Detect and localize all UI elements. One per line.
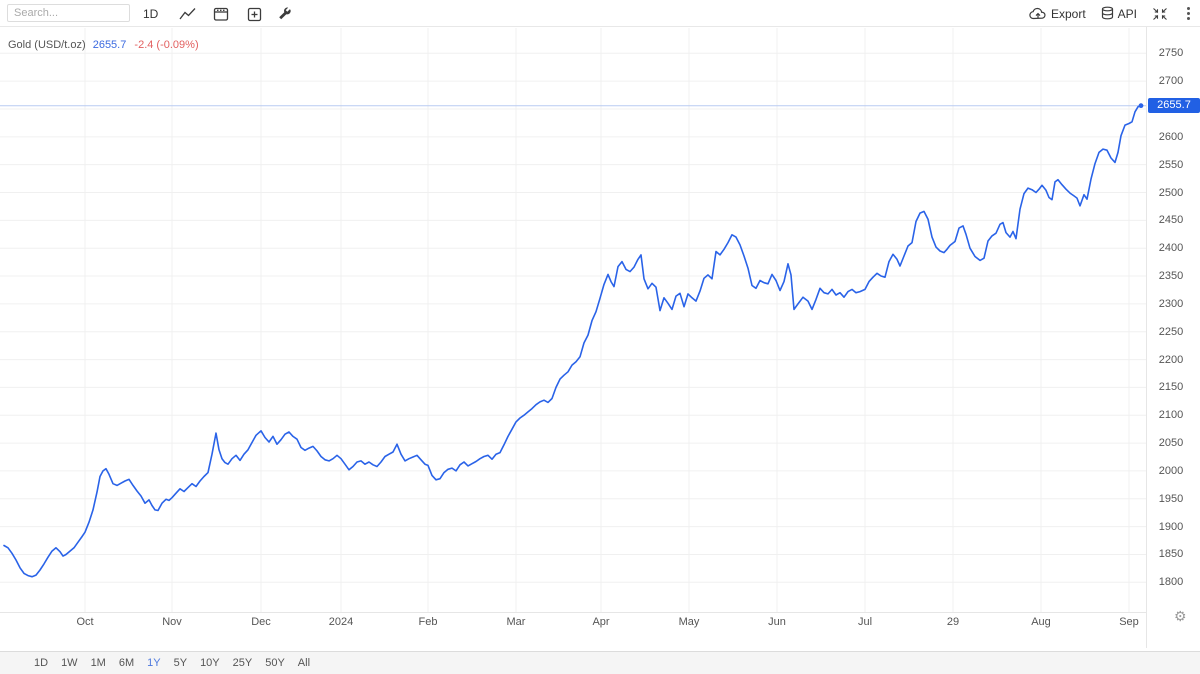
api-button[interactable]: API [1101, 6, 1137, 21]
add-indicator-icon[interactable] [245, 5, 263, 23]
y-axis-tick-label: 2350 [1158, 270, 1184, 283]
y-axis-tick-label: 1950 [1158, 492, 1184, 505]
top-toolbar: 1D [0, 0, 1200, 27]
range-option-1W[interactable]: 1W [61, 657, 78, 669]
range-option-All[interactable]: All [297, 657, 311, 669]
x-axis-tick-label: Apr [592, 616, 610, 628]
y-axis-tick-label: 2450 [1158, 214, 1184, 227]
y-axis-tick-label: 2400 [1158, 242, 1184, 255]
x-axis-tick-label: Nov [162, 616, 182, 628]
y-axis-tick-label: 2150 [1158, 381, 1184, 394]
last-price: 2655.7 [92, 39, 127, 51]
compress-arrows-icon [1153, 7, 1167, 20]
line-chart-type-icon[interactable] [178, 5, 196, 23]
y-axis-divider [1146, 27, 1147, 648]
y-axis-tick-label: 2700 [1158, 75, 1184, 88]
export-cloud-icon [1029, 7, 1046, 19]
settings-gear-icon[interactable]: ⚙ [1174, 608, 1187, 624]
y-axis-tick-label: 2750 [1158, 47, 1184, 60]
symbol-title: Gold (USD/t.oz) [8, 39, 86, 51]
y-axis-tick-label: 2200 [1158, 353, 1184, 366]
export-label: Export [1050, 6, 1086, 21]
api-database-icon [1101, 6, 1113, 20]
range-option-5Y[interactable]: 5Y [173, 657, 188, 669]
chart-legend: Gold (USD/t.oz) 2655.7 -2.4 (-0.09%) [8, 39, 199, 51]
chart-svg[interactable] [0, 28, 1147, 612]
y-axis-tick-label: 2500 [1158, 186, 1184, 199]
toolbar-right-group: Export API [1029, 0, 1194, 27]
x-axis-tick-label: Feb [418, 616, 438, 628]
y-axis-tick-label: 2550 [1158, 158, 1184, 171]
y-axis-tick-label: 2050 [1158, 437, 1184, 450]
price-change: -2.4 (-0.09%) [134, 39, 199, 51]
last-price-dot [1138, 103, 1144, 109]
calendar-icon[interactable] [212, 5, 230, 23]
range-option-25Y[interactable]: 25Y [232, 657, 253, 669]
x-axis-tick-label: 2024 [328, 616, 354, 628]
range-option-50Y[interactable]: 50Y [265, 657, 285, 669]
x-axis-tick-label: Jul [857, 616, 873, 628]
interval-selector[interactable]: 1D [143, 7, 159, 21]
y-axis-tick-label: 2100 [1158, 409, 1184, 422]
range-option-6M[interactable]: 6M [118, 657, 135, 669]
range-option-1D[interactable]: 1D [34, 657, 49, 669]
x-axis-tick-label: 29 [946, 616, 960, 628]
x-axis-tick-label: May [678, 616, 700, 628]
y-axis-tick-label: 2250 [1158, 325, 1184, 338]
x-axis-tick-label: Oct [76, 616, 94, 628]
range-option-10Y[interactable]: 10Y [200, 657, 220, 669]
price-series-line [3, 104, 1142, 578]
y-axis-tick-label: 1900 [1158, 520, 1184, 533]
api-label: API [1117, 6, 1137, 21]
search-input[interactable] [7, 4, 130, 22]
y-axis-tick-label: 1800 [1158, 576, 1184, 589]
current-price-badge: 2655.7 [1148, 98, 1200, 114]
x-axis-tick-label: Jun [768, 616, 786, 628]
y-axis-tick-label: 2300 [1158, 297, 1184, 310]
x-axis-tick-label: Sep [1119, 616, 1139, 628]
y-axis-tick-label: 2000 [1158, 464, 1184, 477]
x-axis-tick-label: Aug [1031, 616, 1051, 628]
x-axis-line [0, 612, 1146, 613]
more-options-kebab-icon[interactable] [1183, 5, 1194, 22]
drawing-tools-wrench-icon[interactable] [275, 5, 293, 23]
x-axis-tick-label: Mar [506, 616, 526, 628]
range-option-1Y[interactable]: 1Y [147, 657, 161, 669]
y-axis-tick-label: 2600 [1158, 130, 1184, 143]
range-selector-bar: 1D 1W 1M 6M 1Y 5Y 10Y 25Y 50Y All [0, 651, 1200, 674]
range-option-1M[interactable]: 1M [90, 657, 106, 669]
export-button[interactable]: Export [1029, 7, 1086, 21]
y-axis-tick-label: 1850 [1158, 548, 1184, 561]
compress-view-button[interactable] [1152, 7, 1168, 21]
x-axis-tick-label: Dec [251, 616, 271, 628]
chart-plot-area[interactable] [0, 28, 1148, 612]
